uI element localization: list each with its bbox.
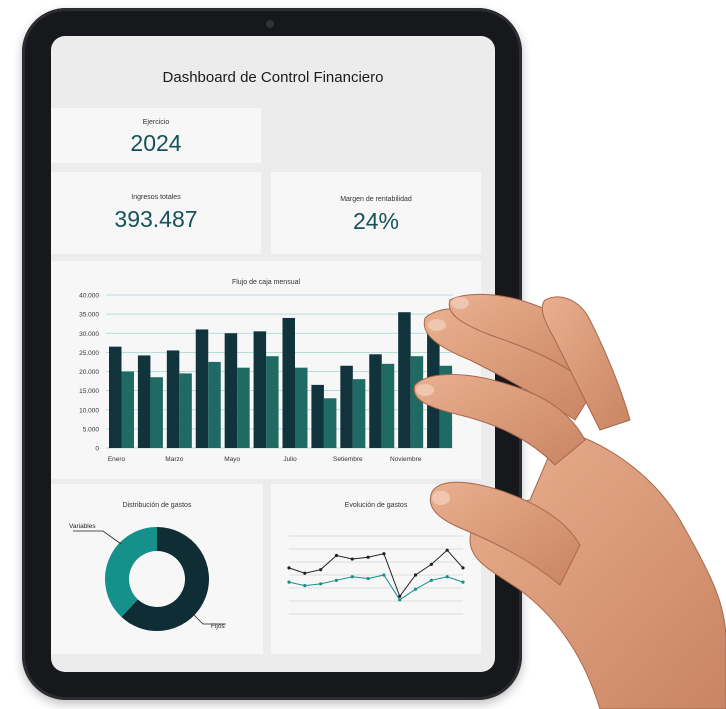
bar xyxy=(179,373,192,448)
data-point xyxy=(350,575,354,579)
y-tick-label: 30.000 xyxy=(79,331,99,338)
expense-line-chart xyxy=(287,535,465,615)
data-point xyxy=(445,575,449,579)
data-point xyxy=(287,580,291,584)
series-line xyxy=(288,549,464,598)
dashboard-title: Dashboard de Control Financiero xyxy=(162,69,384,86)
leader-line xyxy=(73,530,122,545)
kpi-label-year: Ejercicio xyxy=(142,119,170,126)
bar xyxy=(253,331,267,448)
y-tick-label: 40.000 xyxy=(79,293,99,300)
bar xyxy=(352,379,366,448)
kpi-card-income: Ingresos totales 393.487 xyxy=(51,172,261,254)
data-point xyxy=(382,573,386,577)
data-point xyxy=(319,582,323,586)
kpi-value-year: 2024 xyxy=(130,130,182,156)
y-tick-label: 25.000 xyxy=(79,350,99,357)
bar xyxy=(208,361,221,448)
expense-donut-chart: Variables Fijos xyxy=(69,523,226,631)
series-line xyxy=(288,574,464,601)
kpi-label-income: Ingresos totales xyxy=(131,194,181,201)
expense-distribution-card: Distribución de gastos Variables Fijos xyxy=(51,484,263,654)
kpi-value-income: 393.487 xyxy=(114,206,198,232)
kpi-card-year: Ejercicio 2024 xyxy=(51,108,261,163)
bar xyxy=(195,329,209,448)
bar xyxy=(311,384,324,448)
leader-line xyxy=(190,611,226,625)
donut-slice xyxy=(121,527,209,631)
data-point xyxy=(445,548,449,552)
tablet-frame: Dashboard de Control Financiero Ejercici… xyxy=(22,8,522,700)
bar xyxy=(237,367,250,448)
donut-slice xyxy=(105,527,158,617)
data-point xyxy=(429,562,433,566)
data-point xyxy=(413,587,418,591)
bar xyxy=(323,398,337,448)
cashflow-chart-title: Flujo de caja mensual xyxy=(231,279,301,286)
kpi-value-margin: 24% xyxy=(352,208,400,234)
bar xyxy=(166,350,180,448)
y-tick-label: 5.000 xyxy=(83,426,100,433)
x-tick-label: Setiembre xyxy=(333,456,363,463)
data-point xyxy=(398,594,402,598)
data-point xyxy=(366,576,370,581)
y-tick-label: 20.000 xyxy=(79,369,99,376)
data-point xyxy=(398,598,402,602)
data-point xyxy=(350,557,354,561)
bar xyxy=(295,367,308,448)
x-tick-label: Julio xyxy=(283,456,297,463)
data-point xyxy=(461,566,465,570)
data-point xyxy=(319,568,323,572)
y-tick-label: 10.000 xyxy=(79,407,99,414)
x-tick-label: Mayo xyxy=(224,456,240,463)
bar xyxy=(340,365,353,448)
data-point xyxy=(413,573,418,577)
bar xyxy=(224,333,238,448)
donut-label-fijos: Fijos xyxy=(211,623,225,630)
bar xyxy=(150,377,163,448)
kpi-label-margin: Margen de rentabilidad xyxy=(340,196,412,203)
donut-chart-title: Distribución de gastos xyxy=(122,502,192,509)
bar xyxy=(121,371,134,448)
kpi-card-margin: Margen de rentabilidad 24% xyxy=(271,172,481,254)
x-tick-label: Enero xyxy=(108,456,126,463)
bar xyxy=(369,354,382,448)
bar xyxy=(266,356,279,448)
data-point xyxy=(287,566,291,570)
x-tick-label: Marzo xyxy=(165,456,183,463)
data-point xyxy=(334,578,339,582)
bar xyxy=(137,355,151,448)
data-point xyxy=(382,552,386,556)
x-tick-label: Noviembre xyxy=(390,456,422,463)
bar xyxy=(410,356,424,448)
bar xyxy=(381,363,395,448)
donut-label-variables: Variables xyxy=(69,523,96,530)
dashboard-screen: Dashboard de Control Financiero Ejercici… xyxy=(51,36,495,672)
bar xyxy=(282,317,295,448)
bar xyxy=(398,312,411,448)
y-tick-label: 15.000 xyxy=(79,388,99,395)
y-tick-label: 35.000 xyxy=(79,312,99,319)
camera xyxy=(266,20,274,28)
data-point xyxy=(366,555,370,559)
data-point xyxy=(429,578,433,582)
data-point xyxy=(303,584,307,588)
bar xyxy=(109,346,122,448)
line-chart-title: Evolución de gastos xyxy=(344,502,408,509)
data-point xyxy=(303,571,307,575)
data-point xyxy=(334,553,339,558)
y-tick-label: 0 xyxy=(95,446,99,453)
data-point xyxy=(461,580,465,584)
